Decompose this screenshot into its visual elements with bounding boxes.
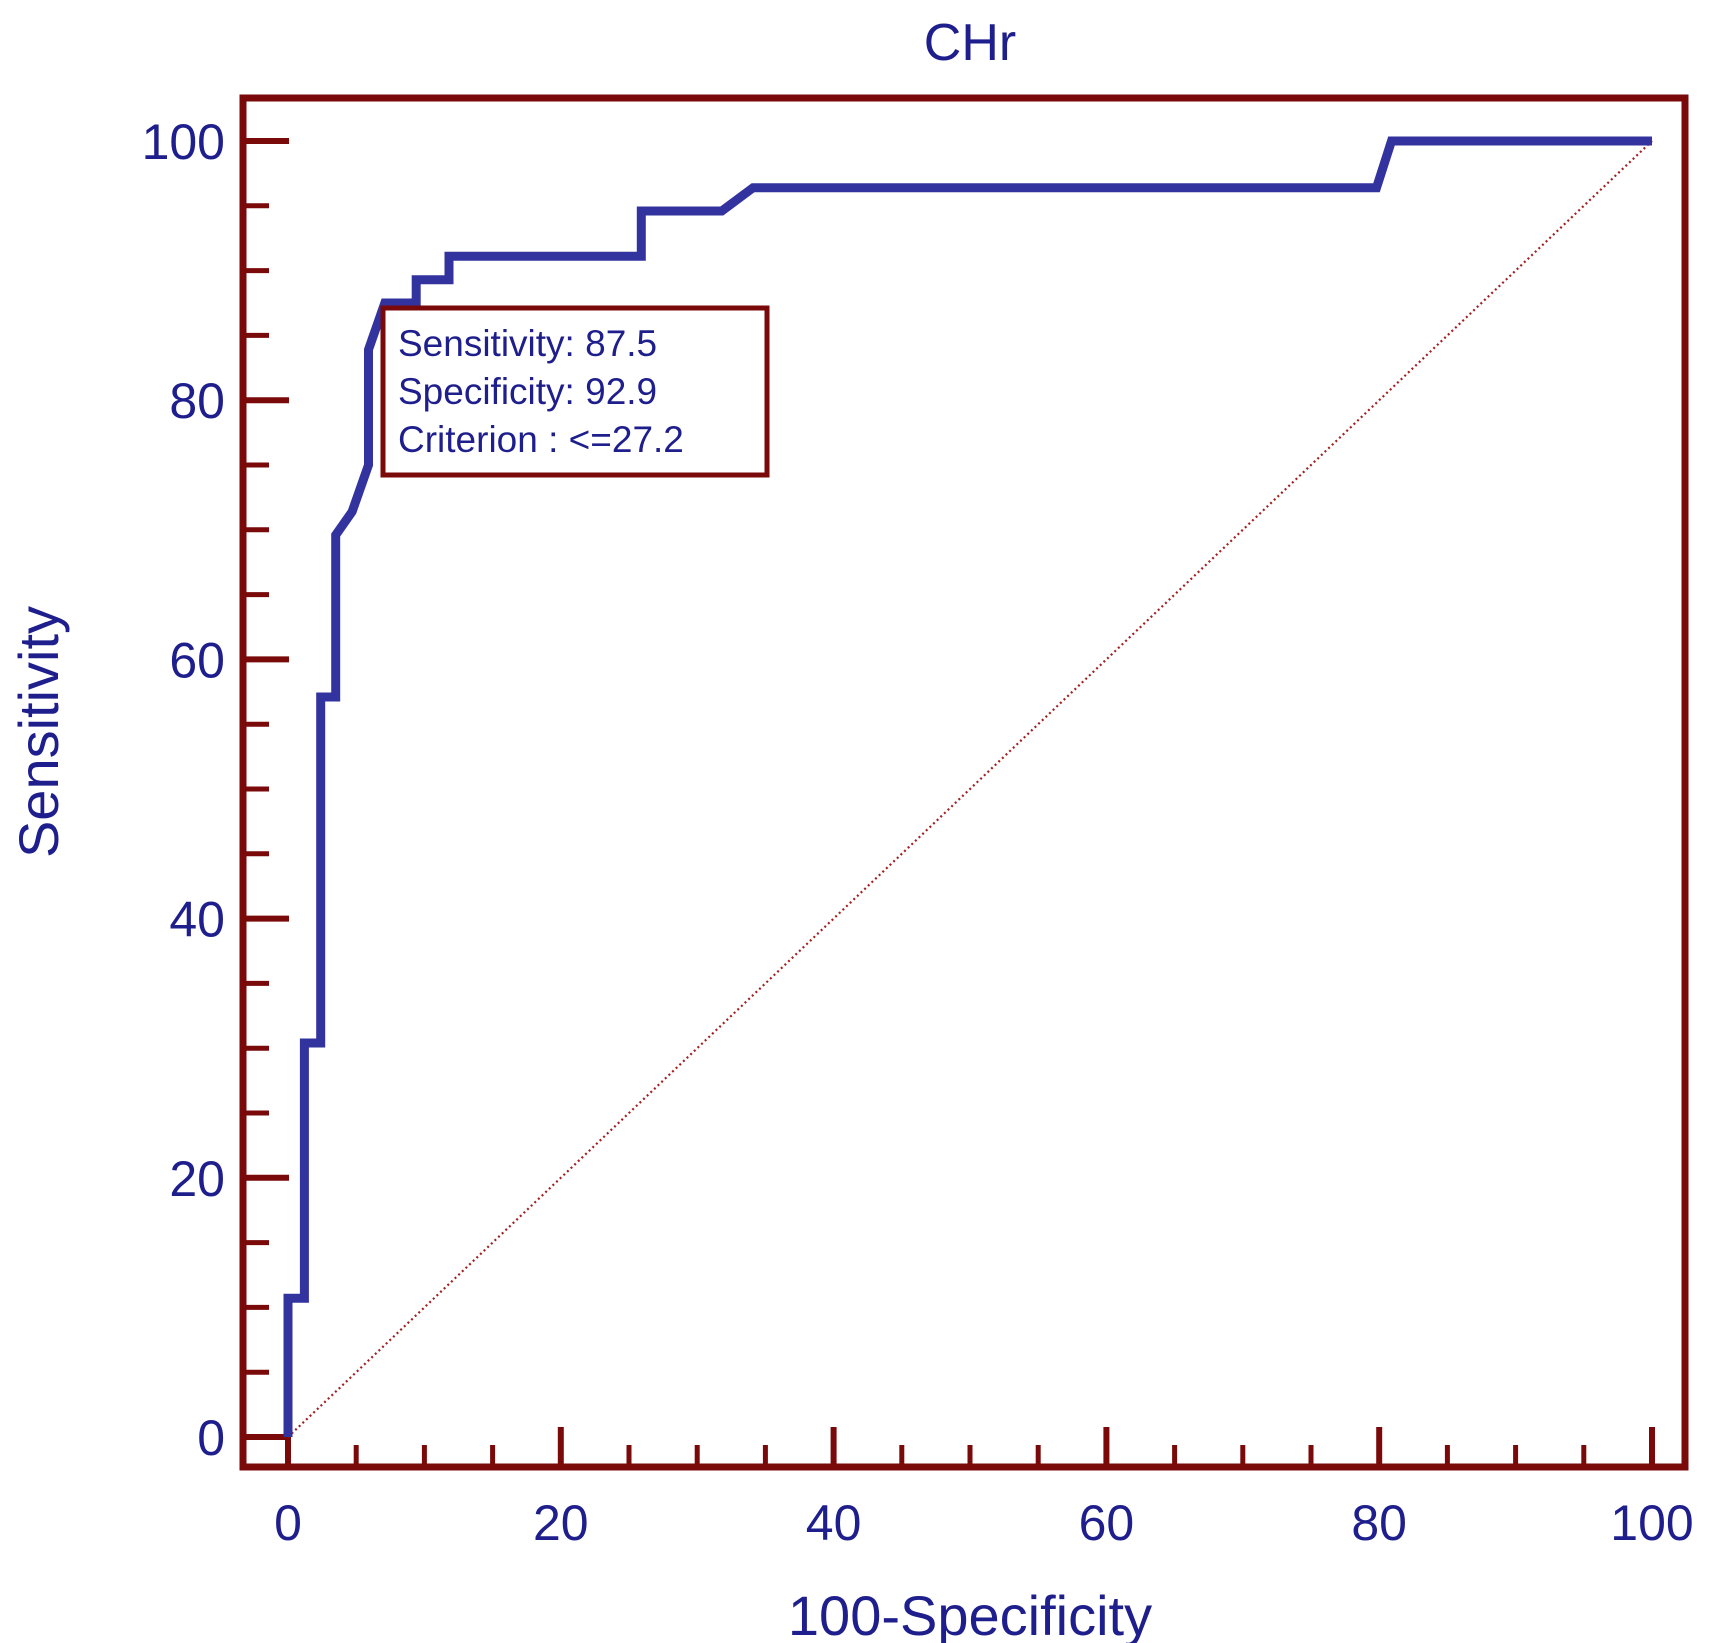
y-axis-label: Sensitivity [7,606,70,858]
annotation-specificity: Specificity: 92.9 [398,371,657,412]
plot-frame [239,94,1689,1471]
y-tick-label: 100 [142,114,225,170]
tick-labels: 0 20 40 60 80 100 0 20 40 60 80 100 [142,114,1694,1551]
criterion-annotation: Sensitivity: 87.5 Specificity: 92.9 Crit… [380,305,770,478]
chart-title: CHr [924,14,1016,72]
roc-curve-line [283,136,1652,1437]
x-tick-label: 60 [1079,1495,1135,1551]
x-tick-label: 40 [806,1495,862,1551]
x-tick-label: 80 [1351,1495,1407,1551]
annotation-sensitivity: Sensitivity: 87.5 [398,323,657,364]
x-tick-label: 20 [533,1495,589,1551]
y-tick-label: 0 [197,1410,225,1466]
annotation-criterion: Criterion : <=27.2 [398,419,684,460]
major-ticks [243,138,1655,1467]
y-tick-label: 80 [169,373,225,429]
annotation-box [380,305,770,478]
x-tick-label: 0 [274,1495,302,1551]
reference-diagonal-line [287,140,1653,1438]
x-tick-label: 100 [1610,1495,1693,1551]
x-axis-label: 100-Specificity [788,1584,1152,1643]
y-tick-label: 60 [169,632,225,688]
y-tick-label: 20 [169,1151,225,1207]
y-tick-label: 40 [169,892,225,948]
minor-ticks [243,203,1587,1467]
